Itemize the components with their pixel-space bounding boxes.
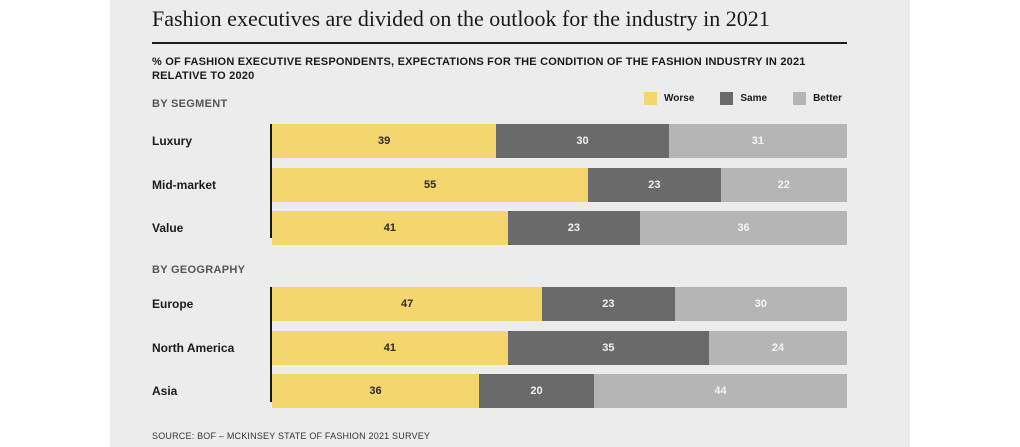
bar-segment-mid-market-worse: 55 <box>272 168 589 202</box>
axis-line-geography <box>270 287 272 402</box>
bar-asia: 36 20 44 <box>272 374 847 408</box>
bar-segment-europe-better: 30 <box>674 287 847 321</box>
data-label-luxury-better: 31 <box>751 135 764 147</box>
row-label-mid-market: Mid-market <box>152 178 217 192</box>
bar-segment-luxury-same: 30 <box>496 124 669 158</box>
data-label-north-america-same: 35 <box>602 342 615 354</box>
data-label-mid-market-same: 23 <box>648 179 661 191</box>
bar-mid-market: 55 23 22 <box>272 168 847 202</box>
bar-segment-north-america-better: 24 <box>709 331 847 365</box>
row-label-luxury: Luxury <box>152 134 193 148</box>
data-label-asia-same: 20 <box>530 385 543 397</box>
source-note: SOURCE: BOF – MCKINSEY STATE OF FASHION … <box>152 431 431 441</box>
legend-item-better: Better <box>793 91 842 105</box>
data-label-asia-worse: 36 <box>369 385 382 397</box>
data-label-europe-better: 30 <box>754 298 767 310</box>
data-label-mid-market-better: 22 <box>777 179 790 191</box>
data-label-north-america-worse: 41 <box>383 342 396 354</box>
bar-segment-value-same: 23 <box>507 211 640 245</box>
data-label-luxury-same: 30 <box>576 135 589 147</box>
bar-europe: 47 23 30 <box>272 287 847 321</box>
title-divider <box>152 42 847 44</box>
data-label-mid-market-worse: 55 <box>424 179 437 191</box>
bar-segment-europe-worse: 47 <box>272 287 543 321</box>
data-label-asia-better: 44 <box>714 385 727 397</box>
data-label-north-america-better: 24 <box>771 342 785 354</box>
bar-segment-asia-same: 20 <box>479 374 594 408</box>
row-label-europe: Europe <box>152 297 194 311</box>
bar-segment-europe-same: 23 <box>542 287 675 321</box>
bar-north-america: 41 35 24 <box>272 331 847 365</box>
legend-swatch-same <box>720 91 734 105</box>
legend-item-same: Same <box>720 91 768 105</box>
legend-swatch-worse <box>644 91 657 105</box>
chart-subtitle: % OF FASHION EXECUTIVE RESPONDENTS, EXPE… <box>152 56 806 82</box>
data-label-luxury-worse: 39 <box>378 135 391 147</box>
legend-item-worse: Worse <box>644 91 695 105</box>
bar-segment-luxury-worse: 39 <box>272 124 497 158</box>
bar-value: 41 23 36 <box>272 211 847 245</box>
legend-swatch-better <box>793 91 807 105</box>
bar-segment-luxury-better: 31 <box>668 124 847 158</box>
legend-label-same: Same <box>740 92 768 104</box>
data-label-value-worse: 41 <box>383 222 396 234</box>
data-label-europe-worse: 47 <box>401 298 414 310</box>
bar-segment-asia-worse: 36 <box>272 374 479 408</box>
axis-line-segment <box>270 124 272 238</box>
legend-label-worse: Worse <box>664 92 695 104</box>
bar-segment-mid-market-same: 23 <box>588 168 721 202</box>
row-label-value: Value <box>152 221 184 235</box>
data-label-value-better: 36 <box>737 222 750 234</box>
bar-luxury: 39 30 31 <box>272 124 847 158</box>
bar-segment-north-america-worse: 41 <box>272 331 508 365</box>
chart-title: Fashion executives are divided on the ou… <box>152 6 770 31</box>
legend-label-better: Better <box>813 92 842 104</box>
data-label-value-same: 23 <box>567 222 580 234</box>
section-label-geography: BY GEOGRAPHY <box>152 264 246 276</box>
bar-segment-value-worse: 41 <box>272 211 508 245</box>
legend: Worse Same Better <box>644 91 842 105</box>
bar-segment-asia-better: 44 <box>594 374 847 408</box>
row-label-asia: Asia <box>152 384 178 398</box>
bar-segment-value-better: 36 <box>640 211 847 245</box>
bar-segment-north-america-same: 35 <box>507 331 709 365</box>
data-label-europe-same: 23 <box>602 298 615 310</box>
bar-segment-mid-market-better: 22 <box>720 168 847 202</box>
row-label-north-america: North America <box>152 341 235 355</box>
section-label-segment: BY SEGMENT <box>152 98 228 110</box>
